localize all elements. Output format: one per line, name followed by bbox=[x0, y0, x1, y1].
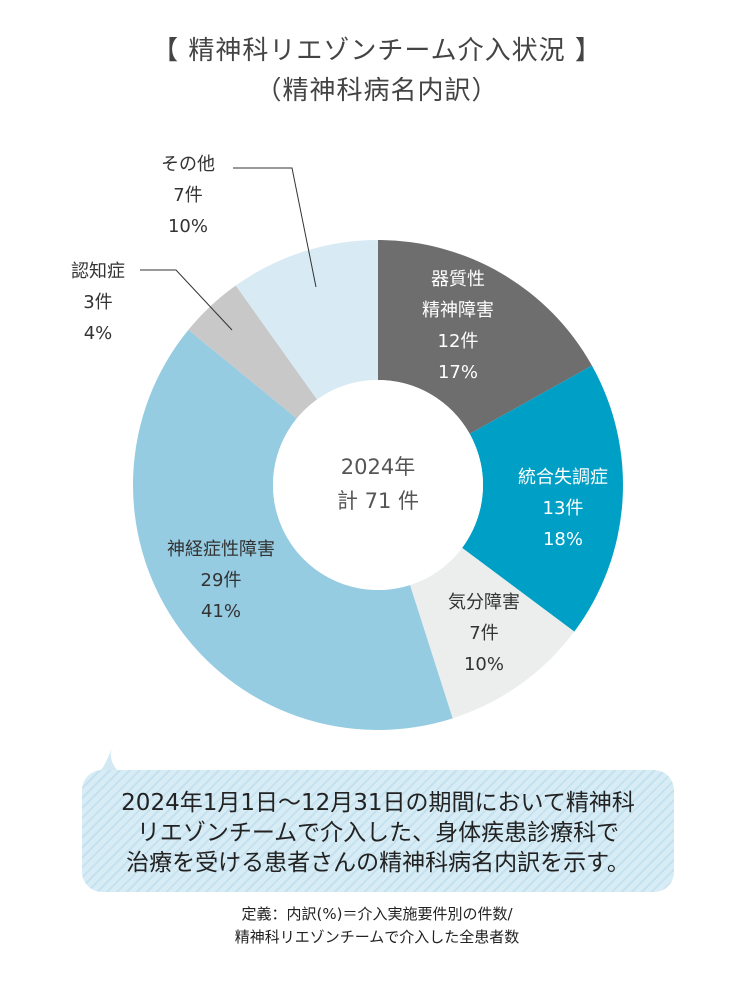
slice-count-label: 12件 bbox=[438, 331, 479, 352]
description-line: 治療を受ける患者さんの精神科病名内訳を示す。 bbox=[126, 850, 630, 876]
center-total-label: 計 71 件 bbox=[337, 489, 419, 513]
definition-line: 定義：内訳(%)＝介入実施要件別の件数/ bbox=[241, 905, 513, 923]
description-text: 2024年1月1日〜12月31日の期間において精神科 リエゾンチームで介入した、… bbox=[82, 788, 674, 878]
slice-label: 精神障害 bbox=[422, 300, 494, 321]
slice-percent-label: 17% bbox=[438, 362, 478, 383]
slice-2 bbox=[462, 365, 623, 632]
center-year-label: 2024年 bbox=[341, 455, 415, 479]
slice-5 bbox=[188, 285, 318, 419]
description-line: 2024年1月1日〜12月31日の期間において精神科 bbox=[121, 790, 635, 816]
slice-1 bbox=[378, 240, 592, 434]
slice-percent-label: 4% bbox=[84, 323, 113, 344]
slice-label: 気分障害 bbox=[448, 592, 520, 613]
donut-hole bbox=[273, 380, 483, 590]
slice-count-label: 3件 bbox=[83, 292, 112, 313]
chart-subtitle: （精神科病名内訳） bbox=[255, 76, 499, 106]
slice-percent-label: 18% bbox=[543, 529, 583, 550]
description-line: リエゾンチームで介入した、身体疾患診療科で bbox=[136, 820, 620, 846]
definition-line: 精神科リエゾンチームで介入した全患者数 bbox=[234, 928, 520, 946]
slice-count-label: 7件 bbox=[173, 185, 202, 206]
description-box: 2024年1月1日〜12月31日の期間において精神科 リエゾンチームで介入した、… bbox=[82, 770, 674, 892]
slice-count-label: 13件 bbox=[543, 498, 584, 519]
slice-3 bbox=[410, 547, 575, 719]
slice-label: 器質性 bbox=[431, 269, 485, 290]
slice-6 bbox=[235, 240, 378, 400]
leader-line bbox=[233, 167, 317, 288]
slice-label: 神経症性障害 bbox=[167, 539, 275, 560]
slice-percent-label: 10% bbox=[168, 216, 208, 237]
slice-percent-label: 10% bbox=[464, 654, 504, 675]
slice-label: 認知症 bbox=[71, 261, 125, 282]
chart-title: 【 精神科リエゾンチーム介入状況 】 bbox=[152, 36, 602, 66]
slice-percent-label: 41% bbox=[201, 601, 241, 622]
slice-label: その他 bbox=[161, 154, 215, 175]
slice-count-label: 29件 bbox=[201, 570, 242, 591]
leader-line bbox=[140, 269, 233, 331]
slice-label: 統合失調症 bbox=[518, 467, 608, 488]
slice-count-label: 7件 bbox=[469, 623, 498, 644]
slice-4 bbox=[133, 329, 453, 730]
